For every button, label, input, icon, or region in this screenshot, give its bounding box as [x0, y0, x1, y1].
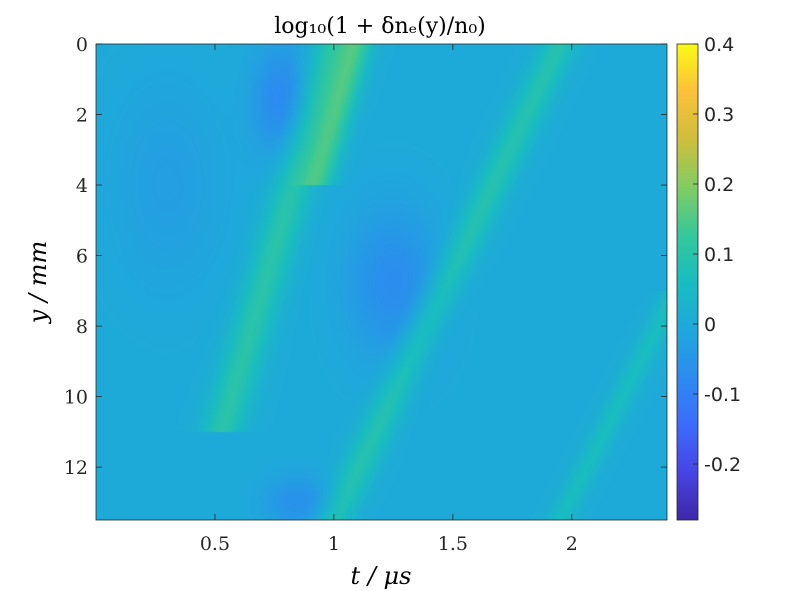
y-tick-label: 6: [76, 246, 88, 268]
y-tick-label: 12: [64, 457, 88, 479]
heatmap: [96, 44, 667, 520]
colorbar-tick-label: 0.2: [704, 174, 734, 196]
plot-frame: [95, 43, 668, 521]
heatmap-area: [96, 44, 667, 520]
chart-title: log₁₀(1 + δnₑ(y)/n₀): [274, 14, 486, 39]
y-tick-label: 8: [76, 316, 88, 338]
colorbar-tick-label: 0: [704, 314, 716, 336]
x-axis-label: t / μs: [351, 562, 412, 590]
y-tick-label: 10: [64, 387, 88, 409]
y-tick-label: 2: [76, 105, 88, 127]
x-tick-label: 0.5: [200, 533, 230, 555]
colorbar-ticks: 0.4 0.3 0.2 0.1 0 -0.1 -0.2: [693, 34, 741, 476]
colorbar-tick-label: 0.4: [704, 34, 734, 56]
y-tick-label: 4: [76, 175, 88, 197]
x-tick-label: 1: [328, 533, 340, 555]
colorbar: [676, 43, 699, 521]
x-axis-ticks: 0.5 1 1.5 2: [200, 44, 578, 555]
colorbar-tick-label: -0.2: [704, 454, 741, 476]
y-axis-label: y / mm: [24, 241, 52, 324]
colorbar-tick-label: 0.3: [704, 104, 734, 126]
x-tick-label: 1.5: [438, 533, 468, 555]
y-axis-ticks: 0 2 4 6 8 10 12: [64, 34, 667, 479]
colorbar-tick-label: 0.1: [704, 244, 734, 266]
y-tick-label: 0: [76, 34, 88, 56]
x-tick-label: 2: [566, 533, 578, 555]
colorbar-tick-label: -0.1: [704, 384, 741, 406]
